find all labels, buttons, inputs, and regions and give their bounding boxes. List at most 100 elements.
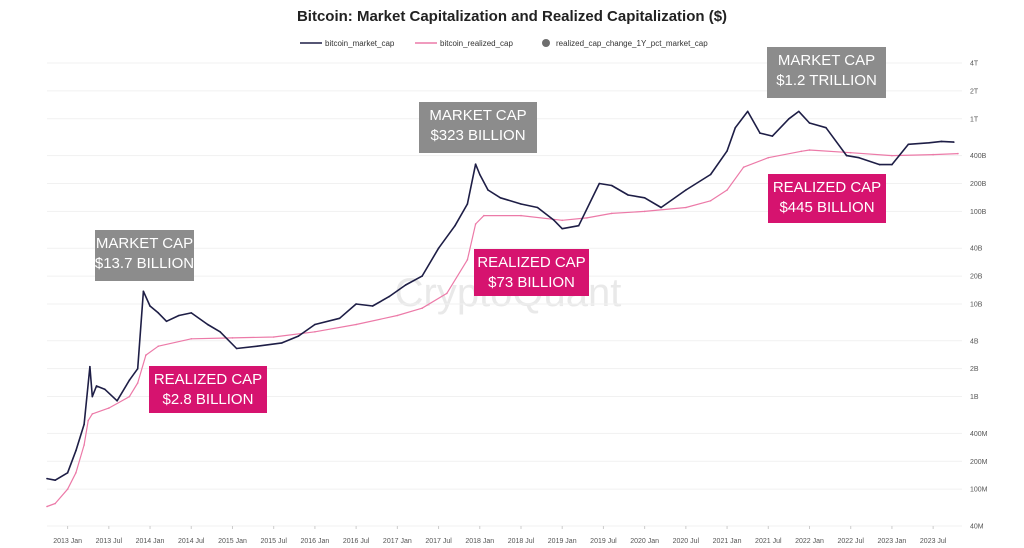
- data-point: [610, 184, 613, 187]
- annotation-box: [474, 249, 589, 296]
- data-point: [396, 314, 399, 317]
- x-tick-label: 2021 Jan: [713, 538, 742, 545]
- data-point: [685, 189, 687, 191]
- annotation-text: $73 BILLION: [488, 274, 575, 291]
- data-point: [355, 303, 357, 305]
- data-point: [610, 212, 613, 215]
- y-tick-label: 2B: [970, 366, 979, 373]
- data-point: [421, 307, 423, 310]
- y-tick-label: 100B: [970, 209, 987, 216]
- data-point: [437, 247, 440, 249]
- legend-label-realized-cap[interactable]: bitcoin_realized_cap: [440, 39, 513, 48]
- data-point: [849, 151, 852, 154]
- data-point: [742, 166, 745, 168]
- data-point: [907, 143, 910, 146]
- data-point: [297, 335, 300, 337]
- data-point: [145, 354, 147, 356]
- data-point: [46, 505, 48, 508]
- data-point: [788, 118, 790, 120]
- data-point: [83, 423, 85, 426]
- annotation-text: MARKET CAP: [778, 52, 875, 69]
- y-tick-label: 4B: [970, 338, 979, 345]
- data-point: [116, 400, 118, 402]
- data-point: [178, 314, 180, 317]
- y-tick-label: 2T: [970, 88, 979, 95]
- data-point: [235, 347, 238, 350]
- x-tick-label: 2023 Jan: [878, 538, 907, 545]
- data-point: [598, 182, 601, 185]
- data-point: [95, 385, 98, 387]
- data-point: [643, 210, 646, 213]
- y-tick-label: 10B: [970, 301, 983, 308]
- data-point: [746, 110, 749, 113]
- data-point: [190, 312, 193, 314]
- data-point: [256, 345, 259, 348]
- data-point: [709, 173, 712, 176]
- data-point: [54, 502, 56, 505]
- data-point: [474, 223, 477, 225]
- data-point: [474, 163, 477, 165]
- data-point: [87, 419, 89, 422]
- annotation-market-cap-2021: MARKET CAP $1.2 TRILLION: [767, 47, 886, 98]
- data-point: [520, 214, 522, 217]
- annotation-realized-cap-2017: REALIZED CAP $73 BILLION: [474, 249, 589, 296]
- data-point: [314, 331, 316, 333]
- data-point: [553, 219, 555, 222]
- y-tick-label: 40B: [970, 246, 983, 253]
- x-tick-label: 2020 Jul: [673, 538, 700, 545]
- y-tick-label: 400B: [970, 153, 987, 160]
- data-point: [800, 150, 803, 153]
- data-point: [190, 338, 193, 340]
- data-point: [281, 342, 283, 344]
- data-point: [371, 305, 374, 307]
- x-tick-label: 2013 Jan: [53, 538, 82, 545]
- x-tick-label: 2020 Jan: [630, 538, 659, 545]
- x-tick-label: 2015 Jul: [260, 538, 287, 545]
- x-tick-label: 2014 Jul: [178, 538, 205, 545]
- annotation-text: $1.2 TRILLION: [776, 72, 877, 89]
- x-tick-label: 2022 Jul: [837, 538, 864, 545]
- legend-label-realized-cap-change[interactable]: realized_cap_change_1Y_pct_market_cap: [556, 39, 708, 48]
- data-point: [404, 284, 407, 286]
- data-point: [108, 407, 110, 409]
- annotation-text: REALIZED CAP: [477, 254, 585, 271]
- data-point: [487, 189, 489, 191]
- annotation-box: [95, 230, 194, 281]
- data-point: [759, 132, 761, 134]
- annotation-box: [419, 102, 537, 153]
- data-point: [421, 275, 423, 277]
- data-point: [520, 203, 522, 205]
- chart-title: Bitcoin: Market Capitalization and Reali…: [297, 8, 727, 25]
- data-point: [858, 156, 860, 159]
- data-point: [577, 224, 580, 227]
- data-point: [536, 206, 539, 209]
- data-point: [891, 154, 893, 157]
- data-point: [940, 140, 943, 143]
- data-point: [165, 320, 168, 323]
- data-point: [825, 126, 827, 129]
- x-tick-label: 2015 Jan: [218, 538, 247, 545]
- x-tick-label: 2019 Jul: [590, 538, 617, 545]
- x-tick-label: 2016 Jul: [343, 538, 370, 545]
- data-point: [643, 197, 646, 199]
- legend-swatch-realized-cap-change: [542, 39, 550, 47]
- data-point: [128, 395, 131, 398]
- annotation-text: MARKET CAP: [96, 235, 193, 252]
- data-point: [338, 317, 341, 320]
- data-point: [136, 382, 139, 384]
- series-layer: [46, 110, 959, 508]
- data-point: [479, 173, 481, 176]
- y-tick-label: 20B: [970, 274, 983, 281]
- data-point: [734, 126, 737, 129]
- data-point: [66, 488, 69, 491]
- legend-label-market-cap[interactable]: bitcoin_market_cap: [325, 39, 395, 48]
- data-point: [726, 150, 728, 152]
- data-point: [808, 122, 811, 124]
- data-point: [446, 292, 448, 295]
- data-point: [660, 206, 662, 209]
- y-tick-label: 400M: [970, 431, 988, 438]
- x-tick-label: 2018 Jan: [465, 538, 494, 545]
- data-point: [928, 142, 930, 144]
- data-point: [726, 189, 728, 191]
